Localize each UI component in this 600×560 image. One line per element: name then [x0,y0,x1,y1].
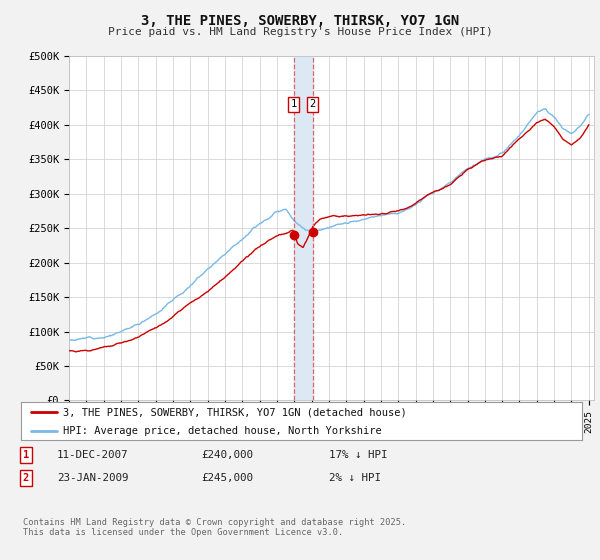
Text: HPI: Average price, detached house, North Yorkshire: HPI: Average price, detached house, Nort… [63,426,382,436]
Text: Price paid vs. HM Land Registry's House Price Index (HPI): Price paid vs. HM Land Registry's House … [107,27,493,37]
Text: 1: 1 [290,99,296,109]
Text: 3, THE PINES, SOWERBY, THIRSK, YO7 1GN (detached house): 3, THE PINES, SOWERBY, THIRSK, YO7 1GN (… [63,407,407,417]
Bar [293,56,313,400]
Text: 1: 1 [23,450,29,460]
Text: £240,000: £240,000 [201,450,253,460]
Text: 2: 2 [310,99,316,109]
Text: Contains HM Land Registry data © Crown copyright and database right 2025.
This d: Contains HM Land Registry data © Crown c… [23,518,406,538]
Text: 11-DEC-2007: 11-DEC-2007 [57,450,128,460]
Text: 2% ↓ HPI: 2% ↓ HPI [329,473,381,483]
Text: 2: 2 [23,473,29,483]
Text: £245,000: £245,000 [201,473,253,483]
Text: 3, THE PINES, SOWERBY, THIRSK, YO7 1GN: 3, THE PINES, SOWERBY, THIRSK, YO7 1GN [141,14,459,28]
Text: 17% ↓ HPI: 17% ↓ HPI [329,450,388,460]
Text: 23-JAN-2009: 23-JAN-2009 [57,473,128,483]
